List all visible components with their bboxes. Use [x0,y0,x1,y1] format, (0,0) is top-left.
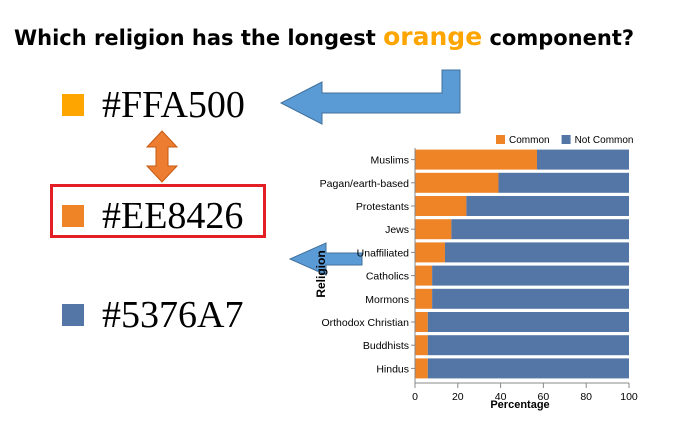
y-tick-label-protestants: Protestants [356,201,409,213]
double-arrow-orange-compare [145,130,179,183]
y-axis-tick-labels: Muslims Pagan/earth-based Protestants Jews U… [320,155,415,375]
swatch-row-5376a7: #5376A7 [62,296,243,334]
legend-swatch-common [496,135,505,144]
y-tick-label-jews: Jews [385,224,409,236]
question-title: Which religion has the longest orange co… [14,22,674,51]
bar-catholics-common [415,265,433,286]
swatch-row-ffa500: #FFA500 [62,86,245,124]
y-tick-label-buddhists: Buddhists [363,340,409,352]
hex-label-5376a7: #5376A7 [102,294,244,336]
x-tick-label-80: 80 [580,391,592,403]
y-axis-label: Religion [314,250,328,297]
x-tick-label-0: 0 [412,391,418,403]
x-tick-label-60: 60 [538,391,550,403]
bar-jews-common [415,219,452,240]
bar-protestants-common [415,196,467,216]
x-axis-label: Percentage [490,399,549,411]
x-tick-label-100: 100 [620,391,638,403]
elbow-arrow-to-ffa500 [279,69,461,125]
y-tick-label-unaffiliated: Unaffiliated [357,247,410,259]
bar-mormons-not-common [432,288,629,309]
color-swatch-ffa500 [62,94,84,116]
bar-hindus-not-common [427,358,629,379]
bar-unaffiliated-common [415,242,445,263]
y-tick-label-mormons: Mormons [365,294,409,306]
question-highlight-word: orange [383,22,483,51]
bar-catholics-not-common [432,265,629,286]
swatch-row-ee8426: #EE8426 [62,197,243,235]
hex-label-ffa500: #FFA500 [102,84,245,126]
hex-label-ee8426: #EE8426 [102,195,244,237]
bar-orthodox-christian-common [415,312,428,332]
y-tick-label-hindus: Hindus [376,363,409,375]
bar-pagan-earth-based-common [415,172,499,193]
bar-mormons-common [415,288,433,309]
bar-protestants-not-common [466,196,629,216]
color-swatch-5376a7 [62,304,84,326]
bar-buddhists-not-common [427,335,629,356]
color-swatch-ee8426 [62,205,84,227]
bar-unaffiliated-not-common [444,242,629,263]
bar-muslims-not-common [536,149,629,170]
x-tick-label-40: 40 [495,391,507,403]
bar-buddhists-common [415,335,428,356]
legend-label-not-common: Not Common [575,135,634,146]
bar-hindus-common [415,358,428,379]
x-tick-label-20: 20 [452,391,464,403]
y-tick-label-pagan-earth-based: Pagan/earth-based [320,178,409,190]
bar-jews-not-common [451,219,629,240]
y-tick-label-catholics: Catholics [366,271,409,283]
bar-orthodox-christian-not-common [427,312,629,332]
arrow-from-chart-to-ee8426 [288,242,363,276]
question-text-after: component? [482,26,635,50]
y-tick-label-orthodox-christian: Orthodox Christian [321,317,409,329]
chart-legend: Common Not Common [496,135,633,146]
bar-muslims-common [415,149,537,170]
x-axis: 0 20 40 60 80 100 [412,148,638,403]
bar-pagan-earth-based-not-common [498,172,629,193]
selected-answer-box [50,184,266,238]
legend-label-common: Common [509,135,550,146]
y-tick-label-muslims: Muslims [371,155,410,167]
chart-bars [415,149,629,379]
stacked-bar-chart: Common Not Common Muslims Pagan/earth-base… [314,135,638,411]
legend-swatch-not-common [561,135,571,144]
question-text-before: Which religion has the longest [14,26,384,50]
